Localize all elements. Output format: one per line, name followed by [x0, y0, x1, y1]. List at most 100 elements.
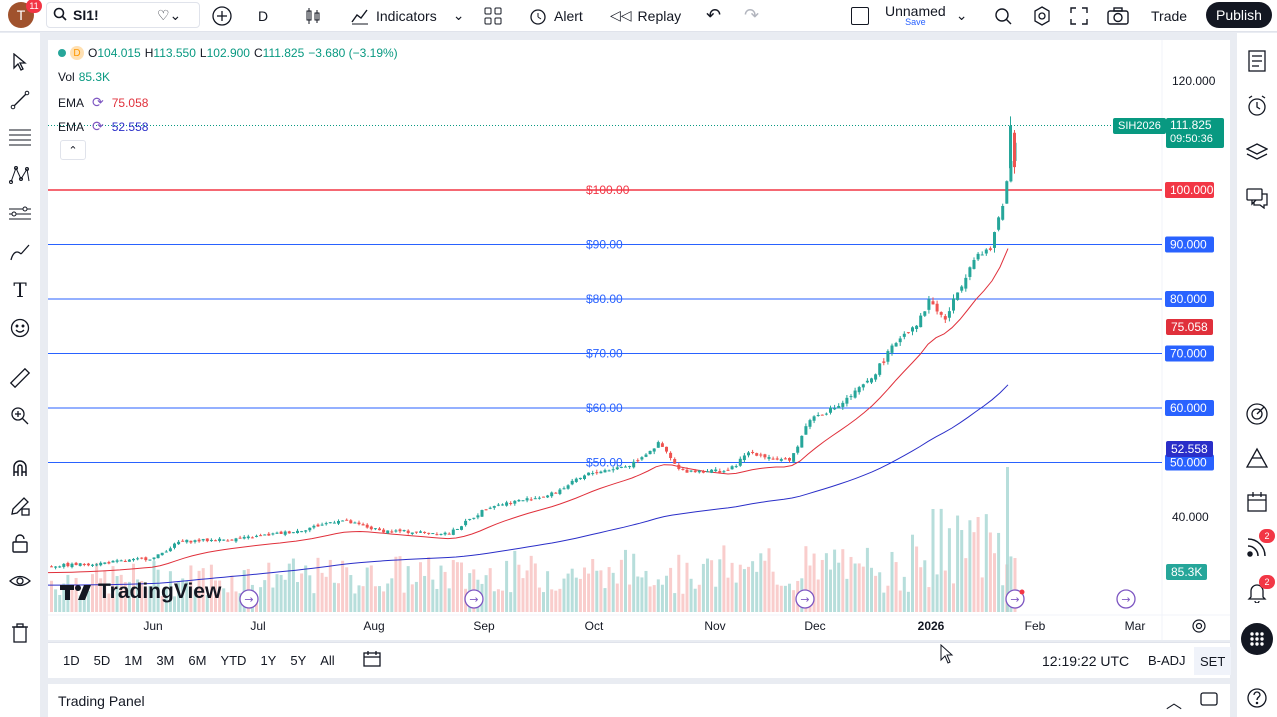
publish-button[interactable]: Publish [1206, 2, 1272, 28]
badj-button[interactable]: B-ADJ [1148, 653, 1186, 668]
candle-body [726, 469, 730, 471]
candle-body [390, 531, 394, 533]
emoji-icon[interactable] [8, 316, 32, 340]
chevron-down-icon[interactable]: ⌄ [955, 7, 968, 23]
candle-body [972, 259, 976, 269]
camera-icon[interactable] [1101, 0, 1135, 32]
candles-icon[interactable] [298, 0, 328, 32]
collapse-legend-chevron-up-icon[interactable]: ⌃ [60, 140, 86, 160]
alert-button[interactable]: Alert [522, 0, 589, 32]
candle-body [943, 316, 947, 320]
candle-body [451, 529, 455, 535]
cursor-icon[interactable] [8, 50, 32, 74]
candle-body [853, 390, 857, 398]
range-button-1m[interactable]: 1M [124, 653, 143, 668]
text-icon[interactable]: T [13, 278, 27, 302]
trading-panel-bar[interactable]: Trading Panel ︿ [48, 684, 1230, 717]
range-button-5y[interactable]: 5Y [290, 653, 307, 668]
feed-icon[interactable] [1244, 534, 1270, 560]
ruler-icon[interactable] [8, 366, 32, 390]
session-button[interactable]: SET [1194, 647, 1232, 675]
chevron-up-icon[interactable]: ︿ [1166, 694, 1183, 712]
alarm-clock-icon[interactable] [1244, 93, 1270, 119]
candle-body [431, 533, 435, 535]
candle-body [964, 277, 968, 289]
range-button-6m[interactable]: 6M [188, 653, 207, 668]
range-button-1y[interactable]: 1Y [260, 653, 277, 668]
forecast-icon[interactable] [8, 202, 32, 226]
sync-icon[interactable]: ⟳ [92, 94, 104, 110]
range-button-ytd[interactable]: YTD [220, 653, 247, 668]
candle-body [870, 378, 873, 383]
templates-icon[interactable] [478, 0, 508, 32]
volume-bar [279, 574, 283, 612]
eye-icon[interactable] [8, 569, 32, 593]
ema-fast-value: 75.058 [111, 95, 149, 110]
pyramid-icon[interactable] [1244, 445, 1270, 471]
quick-search-icon[interactable] [987, 0, 1019, 32]
chevron-down-icon[interactable]: ⌄ [452, 7, 465, 23]
zoom-in-icon[interactable] [8, 404, 32, 428]
settings-gear-icon[interactable] [1026, 0, 1058, 32]
layout-select[interactable]: Unnamed Save ⌄ [845, 0, 973, 32]
range-button-3m[interactable]: 3M [156, 653, 175, 668]
volume-bar [665, 575, 668, 612]
symbol-search[interactable]: SI1! ♡⌄ [46, 2, 200, 28]
chart-area[interactable]: $100.00 100.000 $90.00 90.000 $80.00 80.000 $7… [48, 40, 1230, 640]
volume-bar [50, 580, 53, 612]
calendar-icon[interactable] [1244, 489, 1270, 515]
candle-body [419, 531, 422, 533]
trend-line-icon[interactable] [8, 88, 32, 112]
replay-button[interactable]: ◁◁ Replay [604, 0, 687, 32]
volume-legend[interactable]: Vol 85.3K [58, 70, 110, 84]
redo-icon[interactable]: ↷ [744, 5, 760, 25]
magnet-icon[interactable] [8, 456, 32, 480]
candle-body [624, 466, 627, 468]
pencil-lock-icon[interactable] [8, 494, 32, 518]
lock-icon[interactable] [8, 531, 32, 555]
price-chart[interactable]: $100.00 100.000 $90.00 90.000 $80.00 80.000 $7… [48, 40, 1230, 640]
volume-bar [74, 577, 78, 612]
volume-bar [373, 586, 377, 612]
volume-bar [402, 592, 406, 612]
trash-icon[interactable] [8, 621, 32, 645]
ema-slow-legend[interactable]: EMA ⟳ 52.558 [58, 118, 148, 135]
undo-icon[interactable]: ↶ [706, 5, 722, 25]
clock-time[interactable]: 12:19:22 UTC [1042, 652, 1130, 669]
fib-lines-icon[interactable] [8, 125, 32, 149]
volume-bar [205, 595, 209, 612]
range-button-all[interactable]: All [320, 653, 335, 668]
watchlist-icon[interactable] [1244, 48, 1270, 74]
volume-bar [357, 585, 361, 612]
compare-heart-icon[interactable]: ♡⌄ [157, 6, 182, 23]
volume-bar [849, 556, 853, 612]
volume-bar [857, 563, 861, 612]
layers-icon[interactable] [1244, 139, 1270, 165]
brush-icon[interactable] [8, 240, 32, 264]
range-button-1d[interactable]: 1D [63, 653, 80, 668]
volume-bar [939, 508, 943, 612]
help-icon[interactable] [1244, 685, 1270, 711]
interval-button[interactable]: D [258, 7, 269, 24]
volume-bar [689, 578, 693, 612]
target-icon[interactable] [1244, 401, 1270, 427]
pattern-icon[interactable] [8, 163, 32, 187]
indicators-button[interactable]: Indicators ⌄ [344, 0, 470, 32]
candle-body [816, 415, 820, 417]
fullscreen-icon[interactable] [1064, 0, 1094, 32]
axis-settings-gear-icon[interactable] [1191, 618, 1207, 637]
candle-body [201, 539, 205, 541]
volume-bar [693, 588, 697, 612]
trade-button[interactable]: Trade [1151, 7, 1188, 24]
notification-badge: 11 [26, 0, 42, 13]
legend-o-label: O [88, 46, 98, 60]
date-range-calendar-icon[interactable] [362, 650, 382, 671]
add-symbol-button[interactable] [205, 0, 239, 32]
maximize-panel-icon[interactable] [1200, 691, 1218, 710]
apps-grid-icon[interactable] [1241, 623, 1273, 655]
sync-icon[interactable]: ⟳ [92, 118, 104, 134]
range-button-5d[interactable]: 5D [93, 653, 111, 668]
ema-fast-legend[interactable]: EMA ⟳ 75.058 [58, 94, 148, 111]
chat-icon[interactable] [1244, 185, 1270, 211]
volume-bar [591, 559, 595, 612]
